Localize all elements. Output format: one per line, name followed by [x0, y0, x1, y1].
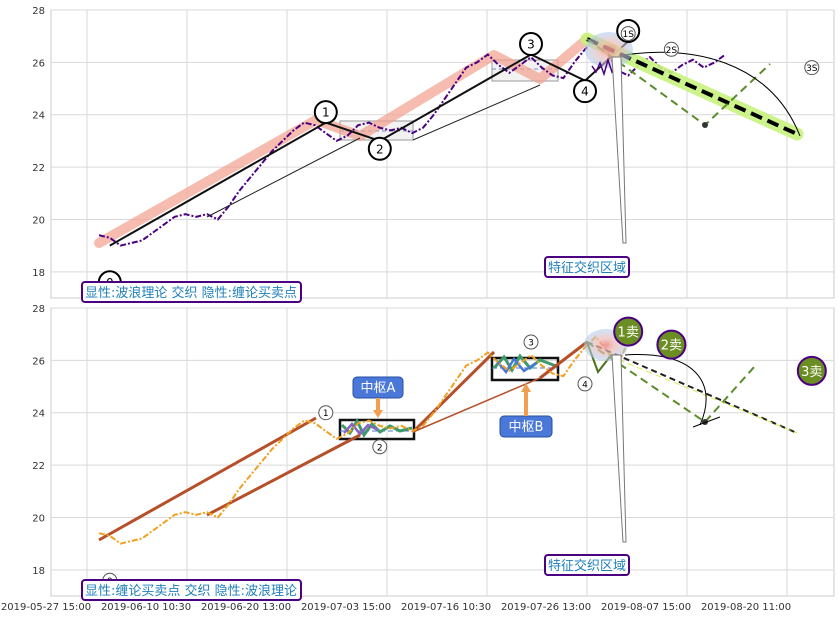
price-series — [98, 335, 630, 545]
plot-background — [50, 9, 835, 299]
legend-text: 显性:缠论买卖点 交织 隐性:波浪理论 — [85, 583, 297, 599]
wave-label-marker — [804, 60, 820, 76]
x-tick-label: 2019-08-07 15:00 — [601, 602, 691, 613]
plot-background — [50, 307, 835, 597]
wave-label: 1S — [622, 30, 634, 40]
x-tick-label: 2019-08-20 11:00 — [701, 602, 791, 613]
pivot-wave — [492, 353, 557, 373]
zone-label-box — [544, 256, 630, 278]
wave-label-marker — [573, 79, 597, 104]
zone-label: 特征交织区域 — [548, 260, 626, 276]
grid — [51, 307, 834, 596]
wave-label: 2S — [666, 46, 678, 56]
y-tick-label: 18 — [32, 268, 45, 279]
wave-label: 2 — [377, 443, 383, 453]
wave-label: 4 — [581, 85, 589, 99]
callout-arrow — [373, 398, 383, 418]
wave-label-marker — [318, 405, 334, 421]
y-tick-label: 24 — [32, 111, 45, 122]
pivot-wave — [340, 417, 413, 438]
y-axis-ticks: 18 20 22 24 26 28 — [32, 6, 45, 279]
y-tick-label: 28 — [32, 304, 45, 315]
channel-band — [411, 350, 496, 434]
wave-label: 2 — [376, 142, 384, 156]
wave-label-marker — [367, 136, 392, 161]
signal-label: 3卖 — [801, 365, 822, 380]
wave-label: 1 — [323, 409, 329, 419]
wave-label-marker — [313, 100, 338, 125]
legend-box — [81, 579, 302, 601]
wave-label-marker — [620, 26, 636, 42]
y-tick-label: 26 — [32, 58, 45, 69]
wave-series — [109, 40, 629, 247]
x-tick-label: 2019-07-16 10:30 — [401, 602, 491, 613]
callout-arrow — [521, 383, 531, 416]
channel-band — [206, 433, 361, 517]
projection-arc — [624, 353, 707, 426]
y-tick-label: 20 — [32, 513, 45, 524]
pointer-arrow — [611, 354, 627, 543]
y-tick-label: 28 — [32, 6, 45, 17]
zone-label: 特征交织区域 — [548, 558, 626, 574]
channel-band — [412, 377, 541, 433]
y-tick-label: 24 — [32, 409, 45, 420]
projection-arc — [624, 51, 801, 137]
wave-label-marker — [519, 32, 543, 57]
y-axis-ticks: 18 20 22 24 26 28 — [32, 304, 45, 577]
trend-highlight — [599, 351, 798, 434]
pivot-wave — [343, 422, 379, 436]
pivot-wave — [495, 356, 537, 375]
y-tick-label: 26 — [32, 356, 45, 367]
signal-marker — [613, 316, 644, 347]
signal-label: 2卖 — [661, 339, 682, 354]
pivot-label-a: 中枢A — [361, 381, 396, 396]
pivot-label-b: 中枢B — [509, 420, 544, 435]
y-tick-label: 20 — [32, 215, 45, 226]
projection-tick — [692, 416, 721, 428]
pointer-arrow — [611, 56, 627, 244]
wave-label-marker — [523, 334, 539, 350]
x-tick-label: 2019-06-10 10:30 — [101, 602, 191, 613]
wave-label: 3 — [527, 38, 535, 52]
signal-marker — [656, 329, 687, 360]
wave-highlight — [94, 34, 592, 248]
trend-series — [586, 341, 798, 434]
wave-label: 3S — [806, 64, 818, 74]
projection-point — [702, 122, 708, 128]
channel-band — [539, 340, 588, 380]
channel-line — [412, 84, 541, 141]
x-tick-label: 2019-07-03 15:00 — [301, 602, 391, 613]
y-tick-label: 18 — [32, 566, 45, 577]
channel-line — [206, 137, 361, 218]
x-tick-label: 2019-05-27 15:00 — [1, 602, 91, 613]
y-tick-label: 22 — [32, 163, 45, 174]
signal-marker — [796, 355, 827, 386]
y-tick-label: 22 — [32, 461, 45, 472]
wave-label-marker — [577, 376, 593, 392]
pivot-box-b — [490, 356, 560, 382]
x-axis-ticks: 2019-05-27 15:00 2019-06-10 10:30 2019-06-… — [1, 602, 791, 613]
x-tick-label: 2019-06-20 13:00 — [201, 602, 291, 613]
legend-box — [81, 281, 302, 303]
wave-label: 3 — [528, 339, 534, 349]
channel-band — [98, 416, 317, 542]
wave-label-marker — [663, 41, 679, 57]
x-tick-label: 2019-07-26 13:00 — [501, 602, 591, 613]
legend-text: 显性:波浪理论 交织 隐性:缠论买卖点 — [85, 285, 297, 301]
wave-label: 1 — [322, 106, 330, 120]
zone-label-box — [544, 554, 630, 576]
wave-label: 4 — [582, 380, 588, 390]
wave-label-marker — [372, 439, 388, 455]
signal-label: 1卖 — [618, 326, 639, 341]
